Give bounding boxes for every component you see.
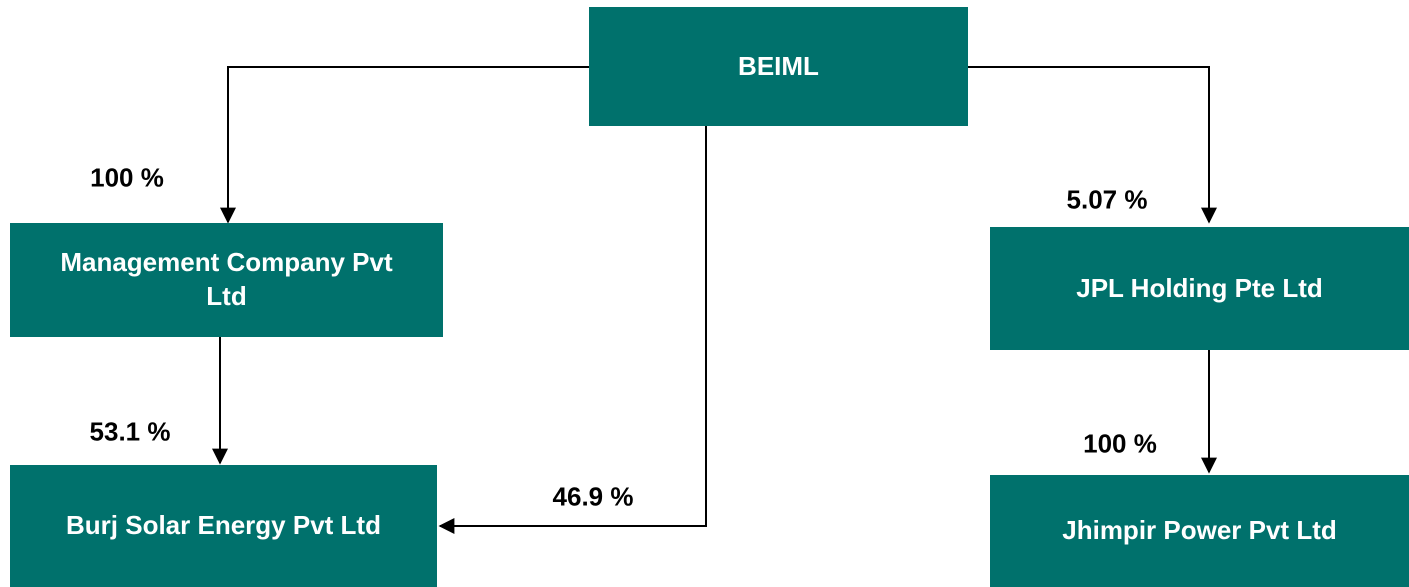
node-box: Jhimpir Power Pvt Ltd (990, 475, 1409, 587)
node-label: BEIML (738, 50, 819, 81)
edge-label: 5.07 % (1066, 184, 1148, 215)
node-box: Management Company Pvt Ltd (10, 223, 443, 337)
arrow (220, 66, 589, 224)
arrow (438, 126, 707, 534)
arrow (968, 66, 1217, 224)
node-label: Burj Solar Energy Pvt Ltd (66, 510, 381, 541)
node-box: JPL Holding Pte Ltd (990, 227, 1409, 350)
edge-label: 100 % (90, 162, 164, 193)
edge-label: 53.1 % (89, 416, 171, 447)
edge-label: 46.9 % (552, 481, 634, 512)
node-box: BEIML (589, 7, 968, 126)
node-label: JPL Holding Pte Ltd (1076, 272, 1323, 303)
node-label: Jhimpir Power Pvt Ltd (1062, 515, 1337, 546)
edge-label: 100 % (1083, 428, 1157, 459)
node-label: Management Company Pvt Ltd (60, 247, 393, 311)
node-box: Burj Solar Energy Pvt Ltd (10, 465, 437, 587)
